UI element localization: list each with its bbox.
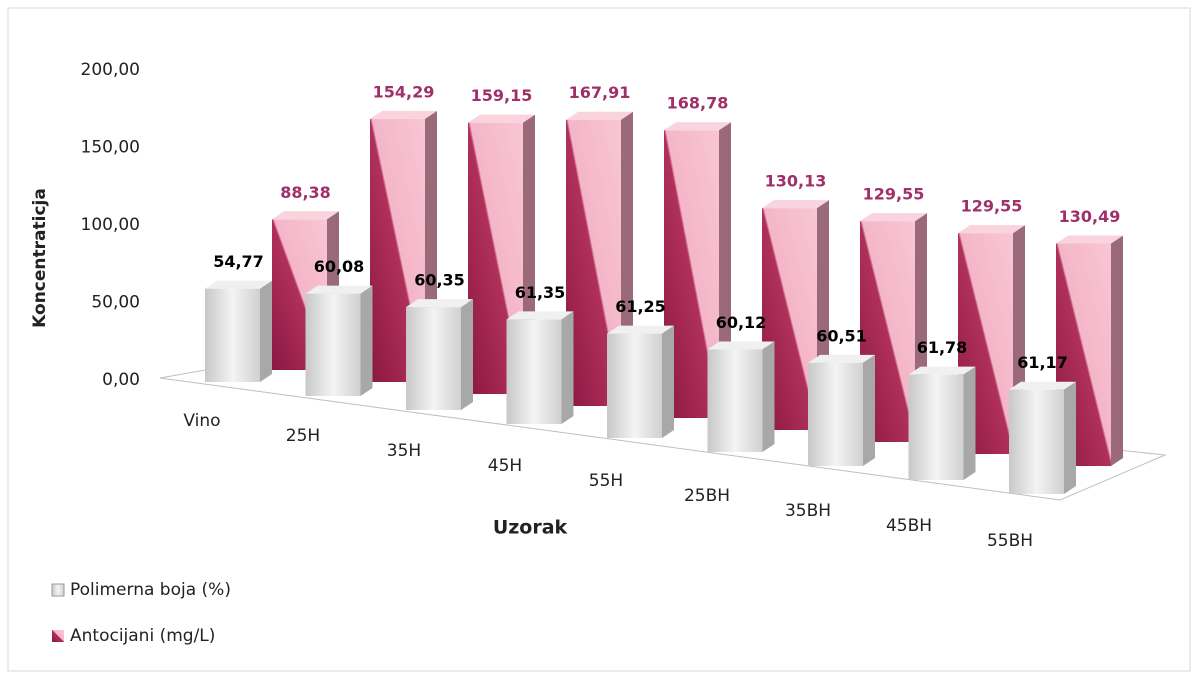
y-tick-label: 100,00 bbox=[81, 215, 140, 235]
y-tick-label: 50,00 bbox=[91, 293, 140, 313]
bar-front bbox=[205, 288, 260, 382]
bar-side bbox=[561, 311, 574, 424]
y-tick-label: 200,00 bbox=[81, 60, 140, 80]
value-label: 130,13 bbox=[765, 172, 827, 191]
bar-top bbox=[406, 299, 473, 308]
value-label: 168,78 bbox=[667, 94, 729, 113]
value-label: 60,51 bbox=[816, 326, 867, 345]
bar-side bbox=[762, 341, 775, 452]
legend-swatch bbox=[52, 630, 64, 642]
bar-front bbox=[908, 374, 964, 480]
value-label: 61,35 bbox=[515, 283, 566, 302]
value-label: 159,15 bbox=[471, 86, 533, 105]
bar-top bbox=[707, 341, 775, 350]
bar-top bbox=[808, 354, 875, 363]
x-tick-label: 25H bbox=[286, 426, 320, 446]
bar-top bbox=[506, 311, 574, 320]
bar-front bbox=[406, 307, 461, 410]
value-label: 154,29 bbox=[373, 82, 435, 101]
bar bbox=[506, 311, 574, 424]
bar bbox=[406, 299, 473, 410]
bar-front bbox=[607, 333, 662, 438]
bar-top bbox=[958, 225, 1025, 234]
bar bbox=[808, 354, 875, 466]
bar bbox=[908, 366, 976, 480]
value-label: 130,49 bbox=[1059, 207, 1121, 226]
bar bbox=[707, 341, 775, 452]
bar-top bbox=[908, 366, 976, 375]
bar-top bbox=[468, 114, 535, 123]
value-label: 60,08 bbox=[314, 257, 365, 276]
value-label: 61,78 bbox=[917, 338, 968, 357]
x-tick-label: 45BH bbox=[886, 516, 932, 536]
bar-side bbox=[260, 280, 272, 382]
value-label: 129,55 bbox=[863, 185, 925, 204]
bar-top bbox=[1056, 235, 1123, 244]
bar bbox=[607, 325, 674, 438]
value-label: 60,35 bbox=[414, 271, 465, 290]
bar-top bbox=[205, 280, 272, 289]
legend-swatch bbox=[51, 583, 65, 597]
bar-side bbox=[1064, 381, 1076, 494]
bar-top bbox=[607, 325, 674, 334]
x-axis-title: Uzorak bbox=[493, 517, 568, 539]
bar-top bbox=[566, 111, 633, 120]
y-axis-title: Koncentraticja bbox=[30, 188, 50, 328]
legend-label: Antocijani (mg/L) bbox=[70, 626, 215, 646]
x-tick-label: 55H bbox=[589, 471, 623, 491]
bar-front bbox=[506, 319, 562, 424]
x-tick-label: 55BH bbox=[987, 531, 1033, 551]
bar-front bbox=[1009, 389, 1064, 494]
bar-top bbox=[762, 200, 829, 209]
x-tick-label: Vino bbox=[183, 411, 220, 431]
bar-side bbox=[461, 299, 473, 410]
bar-top bbox=[664, 122, 731, 131]
x-tick-label: 45H bbox=[488, 456, 522, 476]
x-tick-label: 35BH bbox=[785, 501, 831, 521]
y-tick-label: 150,00 bbox=[81, 138, 140, 158]
bar-top bbox=[370, 110, 437, 119]
y-tick-label: 0,00 bbox=[102, 370, 140, 390]
bar-top bbox=[860, 213, 927, 222]
x-tick-label: 35H bbox=[387, 441, 421, 461]
value-label: 61,17 bbox=[1017, 353, 1068, 372]
bar-side bbox=[863, 354, 875, 466]
value-label: 129,55 bbox=[961, 197, 1023, 216]
bar-top bbox=[1009, 381, 1076, 390]
bar bbox=[1009, 381, 1076, 494]
bar bbox=[205, 280, 272, 382]
value-label: 60,12 bbox=[716, 313, 767, 332]
legend-label: Polimerna boja (%) bbox=[70, 580, 231, 600]
bar-front bbox=[808, 362, 863, 466]
bar bbox=[305, 285, 373, 396]
bar-top bbox=[305, 285, 373, 294]
value-label: 167,91 bbox=[569, 83, 631, 102]
bar-side bbox=[1111, 235, 1123, 466]
value-label: 54,77 bbox=[213, 252, 264, 271]
x-tick-label: 25BH bbox=[684, 486, 730, 506]
bar-side bbox=[360, 285, 373, 396]
bar-side bbox=[662, 325, 674, 438]
value-label: 61,25 bbox=[615, 297, 666, 316]
bar-top bbox=[272, 211, 339, 220]
value-label: 88,38 bbox=[280, 183, 331, 202]
bar-front bbox=[305, 293, 361, 396]
bar-front bbox=[707, 349, 763, 452]
bar-side bbox=[963, 366, 976, 480]
